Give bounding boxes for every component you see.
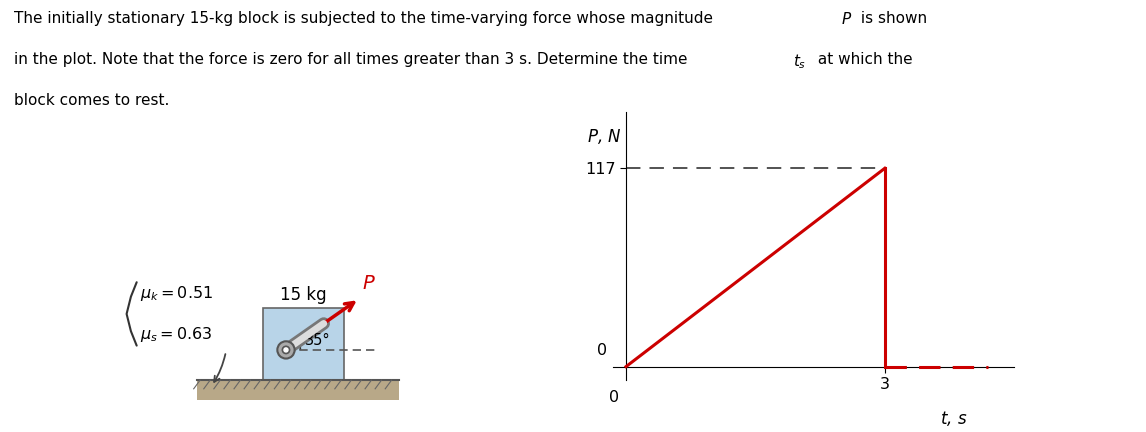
Text: at which the: at which the (813, 52, 912, 67)
Text: $\mu_s = 0.63$: $\mu_s = 0.63$ (140, 324, 212, 343)
Text: $P$: $P$ (841, 11, 853, 27)
Circle shape (277, 341, 295, 359)
Text: 15 kg: 15 kg (281, 286, 327, 304)
Bar (197, 380, 399, 400)
Text: $t_s$: $t_s$ (793, 52, 807, 70)
Text: 0: 0 (609, 391, 619, 405)
Bar (264, 308, 344, 380)
Circle shape (282, 346, 290, 354)
Text: 0: 0 (597, 343, 607, 358)
Text: The initially stationary 15-kg block is subjected to the time-varying force whos: The initially stationary 15-kg block is … (14, 11, 717, 26)
Circle shape (284, 348, 288, 352)
Text: $\mu_k = 0.51$: $\mu_k = 0.51$ (140, 284, 213, 303)
Text: block comes to rest.: block comes to rest. (14, 93, 170, 108)
Text: $P$: $P$ (362, 274, 376, 293)
Text: is shown: is shown (856, 11, 927, 26)
Text: $P$, N: $P$, N (587, 127, 622, 146)
Text: $t$, s: $t$, s (940, 409, 967, 428)
Text: in the plot. Note that the force is zero for all times greater than 3 s. Determi: in the plot. Note that the force is zero… (14, 52, 692, 67)
Text: 35°: 35° (305, 333, 330, 348)
